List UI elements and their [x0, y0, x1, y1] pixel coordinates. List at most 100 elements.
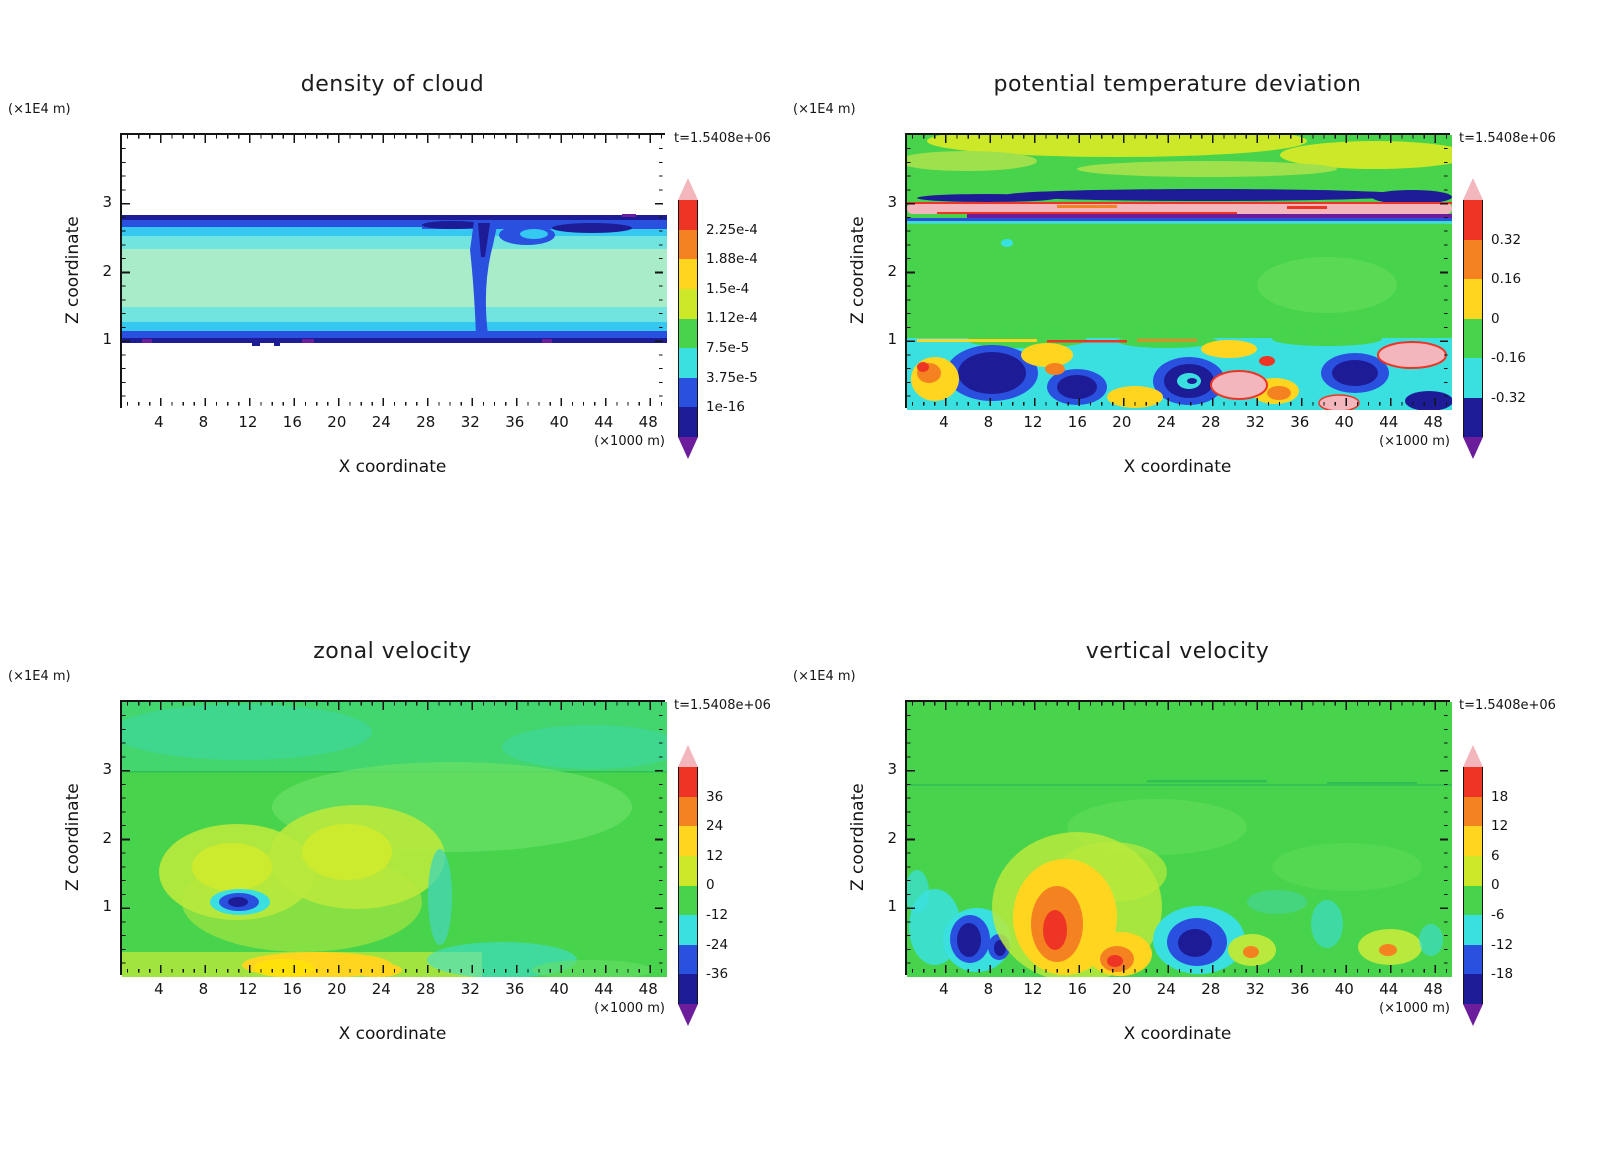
x-tick-label: 36 [505, 413, 525, 431]
colorbar-segment [679, 796, 697, 827]
panel-title: potential temperature deviation [993, 72, 1362, 97]
y-tick-label: 2 [887, 828, 897, 847]
colorbar-under-arrow [1463, 1004, 1483, 1026]
colorbar-segment [1464, 915, 1482, 945]
colorbar-segment [679, 855, 697, 886]
x-tick-label: 24 [371, 413, 391, 431]
x-tick-label: 20 [1112, 413, 1132, 431]
colorbar-segment [679, 348, 697, 378]
y-tick-labels: 3 2 1 [869, 759, 897, 917]
y-axis-title: Z coordinate [848, 216, 868, 325]
time-annotation: t=1.5408e+06 [674, 131, 771, 146]
x-tick-label: 4 [154, 980, 164, 998]
colorbar-tick-label: -6 [1491, 906, 1505, 923]
contour-field-vertical-velocity [907, 702, 1452, 977]
colorbar-segment [679, 826, 697, 856]
colorbar-segment [679, 407, 697, 437]
colorbar-tick-label: 24 [706, 818, 724, 835]
colorbar-segment [679, 915, 697, 945]
x-tick-label: 28 [416, 980, 436, 998]
colorbar-segment [1464, 796, 1482, 827]
x-tick-label: 12 [238, 980, 258, 998]
colorbar-over-arrow [1463, 745, 1483, 767]
y-axis-title: Z coordinate [63, 216, 83, 325]
x-tick-label: 28 [1201, 980, 1221, 998]
colorbar-under-arrow [678, 1004, 698, 1026]
colorbar-segment [679, 200, 697, 230]
colorbar-segment [1464, 397, 1482, 437]
x-axis-title: X coordinate [1123, 457, 1232, 477]
panel-vertical-velocity: vertical velocity (×1E4 m) t=1.5408e+06 … [785, 567, 1585, 1146]
x-tick-label: 12 [1023, 980, 1043, 998]
colorbar-segment [679, 767, 697, 797]
x-tick-label: 28 [416, 413, 436, 431]
x-axis-unit-label: (×1000 m) [1379, 1001, 1450, 1016]
plot-area [120, 700, 667, 977]
x-tick-label: 20 [1112, 980, 1132, 998]
x-tick-label: 4 [939, 413, 949, 431]
colorbar-segment [679, 259, 697, 289]
x-axis-unit-label: (×1000 m) [594, 434, 665, 449]
x-tick-label: 8 [983, 980, 994, 998]
x-tick-label: 32 [460, 413, 480, 431]
colorbar-segment [1464, 200, 1482, 240]
colorbar-over-arrow [678, 745, 698, 767]
x-tick-label: 48 [638, 413, 658, 431]
y-tick-label: 2 [887, 261, 897, 280]
colorbar [1463, 178, 1483, 459]
x-tick-label: 44 [1379, 980, 1399, 998]
colorbar-labels: 2.25e-4 1.88e-4 1.5e-4 1.12e-4 7.5e-5 3.75e-5… [706, 221, 786, 417]
colorbar-tick-label: 12 [1491, 818, 1509, 835]
colorbar-tick-label: 12 [706, 847, 724, 864]
x-tick-label: 48 [638, 980, 658, 998]
colorbar [678, 178, 698, 459]
x-tick-label: 40 [549, 413, 569, 431]
x-tick-label: 12 [1023, 413, 1043, 431]
colorbar-segment [1464, 885, 1482, 916]
plot-area [120, 133, 667, 410]
x-axis-title: X coordinate [338, 1024, 447, 1044]
colorbar-segment [1464, 855, 1482, 886]
colorbar-labels: 0.32 0.16 0 -0.16 -0.32 [1491, 231, 1571, 407]
x-tick-label: 8 [983, 413, 994, 431]
y-tick-label: 2 [102, 828, 112, 847]
y-axis-unit-label: (×1E4 m) [793, 669, 856, 684]
colorbar-labels: 18 12 6 0 -6 -12 -18 [1491, 788, 1571, 984]
x-tick-label: 32 [1245, 413, 1265, 431]
y-tick-label: 3 [102, 192, 112, 211]
y-axis-unit-label: (×1E4 m) [8, 669, 71, 684]
y-tick-label: 2 [102, 261, 112, 280]
colorbar-segment [1464, 279, 1482, 319]
y-tick-labels: 3 2 1 [869, 192, 897, 350]
x-tick-label: 36 [1290, 413, 1310, 431]
colorbar-body [678, 200, 698, 437]
colorbar-segment [679, 885, 697, 916]
y-tick-label: 3 [887, 759, 897, 778]
x-tick-label: 4 [939, 980, 949, 998]
x-tick-labels: 4 8 12 16 20 24 28 32 36 40 44 48 [144, 413, 663, 431]
colorbar-tick-label: 18 [1491, 788, 1509, 805]
x-tick-label: 4 [154, 413, 164, 431]
colorbar-tick-label: -0.16 [1491, 350, 1526, 366]
x-tick-labels: 4 8 12 16 20 24 28 32 36 40 44 48 [929, 980, 1448, 998]
x-tick-label: 44 [594, 980, 614, 998]
colorbar-tick-label: -24 [706, 936, 729, 953]
colorbar-segment [1464, 974, 1482, 1004]
x-tick-label: 16 [282, 413, 302, 431]
plot-area [905, 700, 1452, 977]
plot-area [905, 133, 1452, 410]
colorbar-tick-label: 6 [1491, 847, 1500, 864]
x-tick-label: 40 [1334, 413, 1354, 431]
y-axis-unit-label: (×1E4 m) [8, 102, 71, 117]
panel-density-of-cloud: density of cloud (×1E4 m) t=1.5408e+06 Z… [0, 0, 800, 579]
x-tick-label: 24 [1156, 980, 1176, 998]
x-tick-label: 28 [1201, 413, 1221, 431]
colorbar [678, 745, 698, 1026]
colorbar-tick-label: 0.32 [1491, 231, 1522, 248]
contour-field-density-of-cloud [122, 135, 667, 410]
x-tick-label: 24 [1156, 413, 1176, 431]
x-tick-label: 20 [327, 980, 347, 998]
colorbar-segment [1464, 239, 1482, 279]
colorbar-segment [679, 944, 697, 975]
